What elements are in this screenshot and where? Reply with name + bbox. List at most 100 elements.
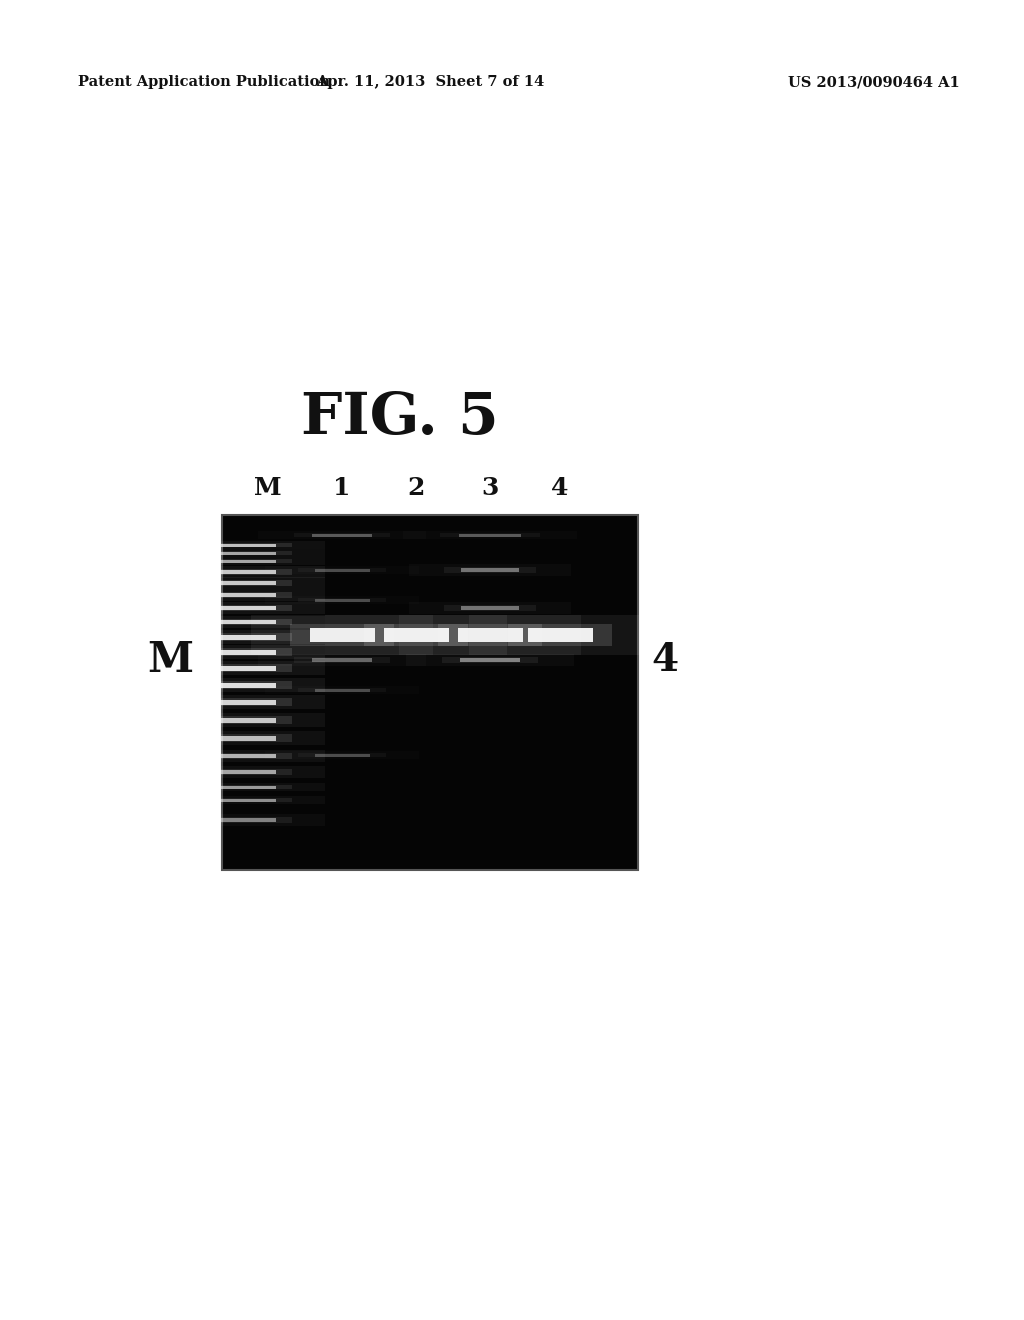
Bar	[220, 581, 275, 585]
Bar	[220, 552, 275, 554]
Bar	[325, 615, 507, 655]
Bar	[527, 628, 593, 642]
Bar	[265, 686, 419, 694]
Bar	[204, 681, 292, 689]
Bar	[314, 569, 370, 572]
Bar	[290, 624, 394, 647]
Bar	[204, 715, 292, 723]
Bar	[204, 605, 292, 611]
Bar	[458, 628, 522, 642]
Bar	[220, 593, 275, 597]
Bar	[258, 531, 426, 539]
Bar	[171, 590, 325, 601]
Bar	[171, 767, 325, 777]
Bar	[171, 750, 325, 762]
Bar	[314, 598, 370, 602]
Bar	[171, 661, 325, 675]
Bar	[314, 689, 370, 692]
Text: 3: 3	[481, 477, 499, 500]
Bar	[220, 818, 275, 822]
Bar	[204, 797, 292, 803]
Bar	[220, 785, 275, 788]
Text: 2: 2	[408, 477, 425, 500]
Bar	[204, 543, 292, 548]
Bar	[460, 657, 520, 663]
Bar	[440, 532, 540, 537]
Bar	[220, 649, 275, 655]
Bar	[220, 754, 275, 758]
Bar	[294, 657, 390, 663]
Bar	[312, 533, 372, 536]
Bar	[204, 579, 292, 586]
Bar	[461, 606, 519, 610]
Bar	[220, 718, 275, 722]
Bar	[309, 628, 375, 642]
Bar	[220, 735, 275, 741]
Bar	[469, 615, 651, 655]
Bar	[171, 566, 325, 578]
Text: Apr. 11, 2013  Sheet 7 of 14: Apr. 11, 2013 Sheet 7 of 14	[315, 75, 544, 88]
Bar	[204, 768, 292, 775]
Bar	[508, 624, 612, 647]
Bar	[204, 817, 292, 824]
Bar	[220, 700, 275, 705]
Bar	[443, 605, 537, 611]
Bar	[222, 515, 638, 870]
Bar	[171, 814, 325, 825]
Bar	[204, 734, 292, 742]
Text: FIG. 5: FIG. 5	[301, 389, 499, 446]
Bar	[298, 598, 386, 602]
Bar	[265, 595, 419, 605]
Bar	[204, 698, 292, 706]
Bar	[364, 624, 468, 647]
Bar	[171, 630, 325, 644]
Bar	[171, 549, 325, 557]
Bar	[220, 635, 275, 639]
Bar	[265, 566, 419, 574]
Bar	[399, 615, 581, 655]
Bar	[294, 532, 390, 537]
Bar	[298, 752, 386, 758]
Bar	[409, 602, 571, 614]
Bar	[204, 558, 292, 564]
Text: M: M	[146, 639, 194, 681]
Bar	[171, 796, 325, 804]
Bar	[220, 570, 275, 574]
Text: US 2013/0090464 A1: US 2013/0090464 A1	[788, 75, 961, 88]
Bar	[438, 624, 542, 647]
Bar	[204, 591, 292, 598]
Bar	[171, 541, 325, 549]
Bar	[204, 569, 292, 576]
Bar	[312, 657, 372, 663]
Bar	[171, 678, 325, 692]
Bar	[443, 566, 537, 573]
Bar	[171, 616, 325, 627]
Bar	[409, 565, 571, 576]
Bar	[171, 577, 325, 589]
Text: M: M	[254, 477, 282, 500]
Bar	[406, 655, 574, 665]
Text: Patent Application Publication: Patent Application Publication	[78, 75, 330, 88]
Bar	[220, 620, 275, 624]
Bar	[265, 751, 419, 759]
Bar	[204, 634, 292, 642]
Bar	[171, 783, 325, 791]
Bar	[220, 560, 275, 562]
Bar	[384, 628, 449, 642]
Bar	[220, 682, 275, 688]
Bar	[171, 645, 325, 659]
Bar	[220, 665, 275, 671]
Bar	[171, 557, 325, 565]
Bar	[171, 731, 325, 744]
Text: 4: 4	[651, 642, 679, 678]
Bar	[171, 696, 325, 709]
Bar	[220, 544, 275, 546]
Text: 4: 4	[551, 477, 568, 500]
Bar	[171, 602, 325, 614]
Bar	[220, 770, 275, 774]
Text: 1: 1	[334, 477, 350, 500]
Bar	[204, 648, 292, 656]
Bar	[298, 568, 386, 573]
Bar	[442, 657, 538, 663]
Bar	[461, 568, 519, 572]
